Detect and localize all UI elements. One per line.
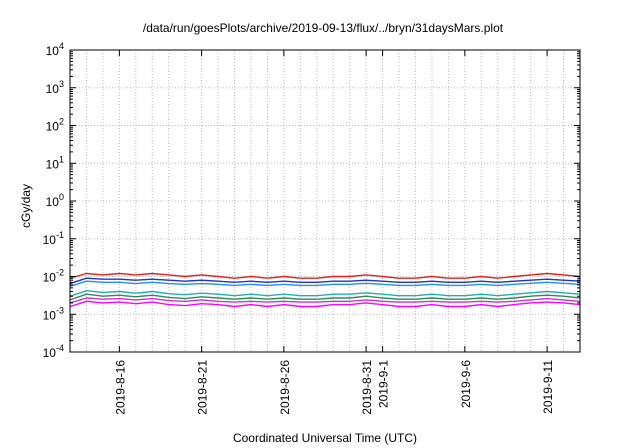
y-tick-label: 10-4 <box>43 343 64 360</box>
x-tick-label: 2019-9-11 <box>541 360 555 414</box>
y-tick-label: 101 <box>46 154 64 171</box>
x-tick-label: 2019-9-1 <box>377 360 391 408</box>
x-tick-label: 2019-8-31 <box>360 360 374 415</box>
x-tick-label: 2019-9-6 <box>459 360 473 408</box>
grid <box>69 49 581 353</box>
x-tick-label: 2019-8-26 <box>278 360 292 415</box>
y-tick-label: 102 <box>46 117 64 134</box>
y-axis: 10-4 10-3 10-2 10-1 100 101 102 103 104 <box>43 41 580 360</box>
x-axis-label: Coordinated Universal Time (UTC) <box>233 431 417 445</box>
x-tick-label: 2019-8-16 <box>113 360 127 415</box>
y-tick-label: 10-1 <box>43 230 64 247</box>
x-tick-label: 2019-8-21 <box>196 360 210 415</box>
series-line <box>69 300 581 308</box>
chart-title: /data/run/goesPlots/archive/2019-09-13/f… <box>143 21 504 35</box>
series-line <box>69 297 581 304</box>
y-tick-label: 103 <box>46 79 64 96</box>
series-line <box>69 293 581 301</box>
series-group <box>69 272 581 308</box>
series-line <box>69 280 581 287</box>
series-line <box>69 272 581 279</box>
series-line <box>69 277 581 285</box>
y-axis-label: cGy/day <box>19 184 33 228</box>
y-tick-label: 100 <box>46 192 64 209</box>
series-line <box>69 290 581 297</box>
y-tick-label: 10-2 <box>43 268 64 285</box>
y-tick-label: 10-3 <box>43 305 64 322</box>
y-tick-label: 104 <box>46 41 64 58</box>
x-axis: 2019-8-16 2019-8-21 2019-8-26 2019-8-31 2019… <box>113 50 555 415</box>
